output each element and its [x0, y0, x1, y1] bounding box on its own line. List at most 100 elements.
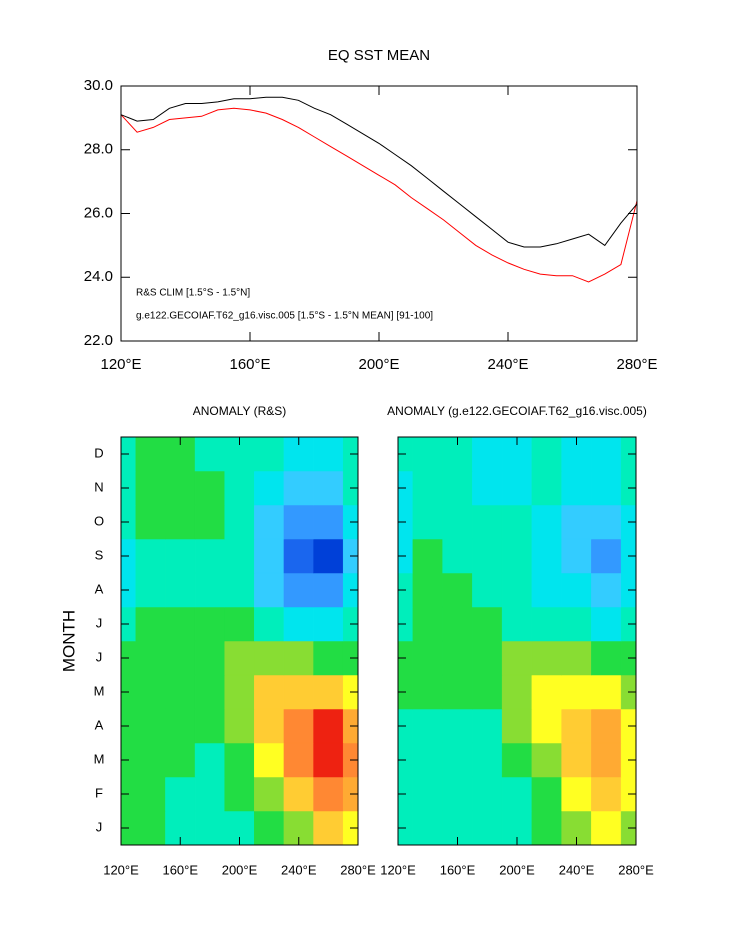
- contour-cell: [472, 436, 503, 472]
- contour-cell: [313, 504, 344, 540]
- contour-cell: [283, 776, 314, 812]
- contour-cell: [165, 674, 196, 710]
- contour-cell: [472, 504, 503, 540]
- contour-cell: [412, 810, 443, 846]
- contour-cell: [472, 538, 503, 574]
- contour-cell: [224, 776, 255, 812]
- contour-cell: [442, 470, 473, 506]
- contour-cell: [254, 470, 285, 506]
- contour-cell: [224, 606, 255, 642]
- contour-cell: [472, 606, 503, 642]
- x-tick-label: 240°E: [281, 862, 317, 877]
- contour-cell: [442, 504, 473, 540]
- series-line: [120, 96, 638, 248]
- contour-cell: [412, 436, 443, 472]
- x-tick-label: 120°E: [380, 862, 416, 877]
- contour-cell: [501, 470, 533, 506]
- contour-cell: [531, 640, 562, 676]
- contour-cell: [591, 674, 622, 710]
- y-tick-label: J: [96, 819, 103, 834]
- panel-title: ANOMALY (R&S): [193, 404, 287, 418]
- contour-cell: [472, 572, 503, 608]
- y-tick-label: 28.0: [84, 141, 113, 158]
- contour-cell: [283, 538, 314, 574]
- contour-cell: [561, 674, 592, 710]
- contour-cell: [194, 504, 225, 540]
- y-tick-label: 30.0: [84, 77, 113, 94]
- contour-cell: [442, 674, 473, 710]
- x-tick-label: 160°E: [440, 862, 476, 877]
- contour-cell: [165, 640, 196, 676]
- contour-cell: [442, 742, 473, 778]
- x-tick-label: 240°E: [487, 356, 528, 373]
- contour-cell: [135, 776, 166, 812]
- contour-cell: [224, 674, 255, 710]
- contour-cell: [224, 538, 255, 574]
- y-tick-label: A: [95, 717, 104, 732]
- contour-cell: [254, 810, 285, 846]
- contour-cell: [224, 572, 255, 608]
- contour-cell: [254, 606, 285, 642]
- x-tick-label: 200°E: [499, 862, 535, 877]
- contour-cell: [135, 640, 166, 676]
- contour-cell: [194, 742, 225, 778]
- x-tick-label: 280°E: [618, 862, 654, 877]
- contour-cell: [412, 538, 443, 574]
- y-tick-label: 24.0: [84, 268, 113, 285]
- contour-cell: [135, 742, 166, 778]
- contour-cell: [194, 470, 225, 506]
- contour-cell: [313, 572, 344, 608]
- contour-cell: [313, 810, 344, 846]
- contour-cell: [472, 776, 503, 812]
- y-tick-label: 26.0: [84, 204, 113, 221]
- contour-cell: [561, 572, 592, 608]
- contour-cell: [591, 810, 622, 846]
- contour-cell: [501, 606, 533, 642]
- x-tick-label: 120°E: [103, 862, 139, 877]
- contour-cell: [501, 674, 533, 710]
- contour-cell: [135, 504, 166, 540]
- contour-cell: [254, 572, 285, 608]
- chart-title: EQ SST MEAN: [328, 47, 430, 64]
- contour-cell: [501, 572, 533, 608]
- contour-cell: [313, 708, 344, 744]
- contour-cell: [283, 674, 314, 710]
- contour-cell: [412, 776, 443, 812]
- contour-cell: [135, 810, 166, 846]
- contour-cell: [531, 810, 562, 846]
- contour-cell: [283, 572, 314, 608]
- x-tick-label: 240°E: [559, 862, 595, 877]
- contour-cell: [135, 674, 166, 710]
- contour-cell: [501, 504, 533, 540]
- contour-cell: [313, 436, 344, 472]
- contour-cell: [254, 776, 285, 812]
- x-tick-label: 200°E: [222, 862, 258, 877]
- contour-cell: [442, 538, 473, 574]
- contour-cell: [224, 470, 255, 506]
- contour-cell: [165, 538, 196, 574]
- contour-cell: [561, 470, 592, 506]
- contour-cell: [472, 470, 503, 506]
- contour-cell: [561, 504, 592, 540]
- contour-cell: [561, 708, 592, 744]
- contour-cell: [442, 572, 473, 608]
- contour-cell: [472, 674, 503, 710]
- contour-cell: [412, 640, 443, 676]
- contour-cell: [412, 708, 443, 744]
- legend-label: g.e122.GECOIAF.T62_g16.visc.005 [1.5°S -…: [136, 311, 433, 322]
- contour-cell: [412, 572, 443, 608]
- x-tick-label: 280°E: [340, 862, 376, 877]
- contour-cell: [472, 810, 503, 846]
- contour-cell: [442, 708, 473, 744]
- contour-cell: [531, 504, 562, 540]
- contour-cell: [165, 606, 196, 642]
- contour-cell: [561, 538, 592, 574]
- contour-cell: [472, 742, 503, 778]
- contour-cell: [442, 640, 473, 676]
- contour-cell: [531, 470, 562, 506]
- contour-cell: [254, 504, 285, 540]
- y-tick-label: F: [95, 785, 103, 800]
- contour-cell: [135, 436, 166, 472]
- y-tick-label: M: [94, 751, 105, 766]
- contour-cell: [591, 742, 622, 778]
